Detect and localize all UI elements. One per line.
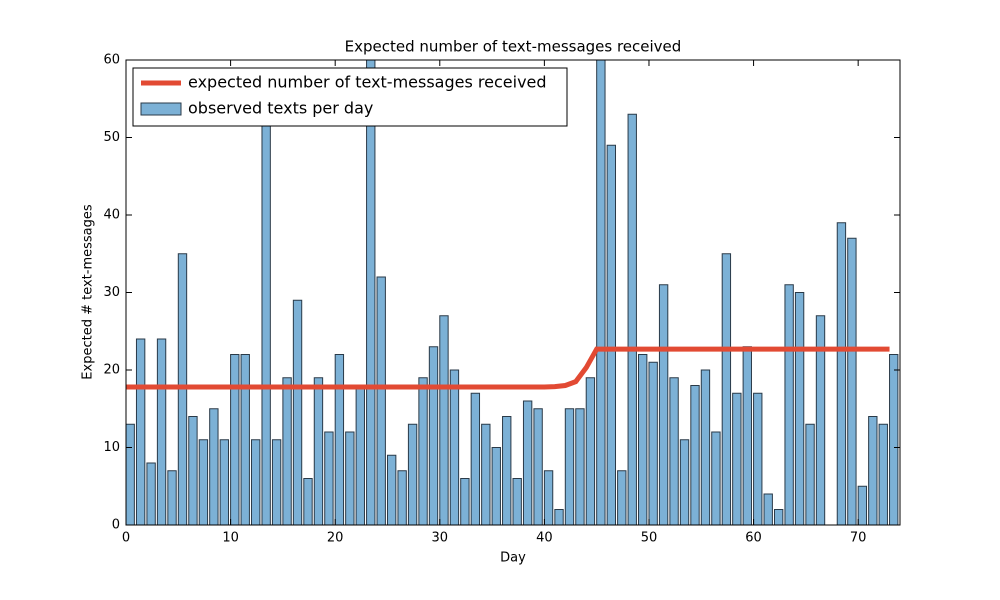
axes: 0 10 20 30 40 50 60 0 10 20 30 40 50 60 70 expected num…: [103, 53, 901, 546]
y-tick-label: 0: [112, 518, 120, 533]
bar: [784, 284, 794, 525]
y-tick-label: 20: [103, 363, 120, 378]
bar: [773, 509, 784, 525]
bar: [878, 423, 888, 525]
bar: [679, 439, 690, 525]
y-axis-label: Expected # text-messages: [81, 204, 96, 380]
chart-title: Expected number of text-messages receive…: [345, 38, 682, 56]
bar: [334, 354, 345, 525]
bar: [271, 439, 282, 525]
bar: [313, 377, 324, 525]
bar: [648, 361, 658, 525]
bar: [135, 338, 146, 525]
bar: [638, 354, 648, 525]
bar: [669, 377, 679, 525]
bar: [543, 470, 554, 525]
bar: [564, 408, 575, 525]
bar: [209, 408, 219, 525]
bar: [847, 237, 857, 525]
bar: [303, 478, 313, 525]
bar: [606, 144, 617, 525]
bar: [700, 369, 711, 525]
bar: [324, 431, 334, 525]
bar: [126, 423, 135, 525]
y-tick-label: 50: [103, 130, 120, 145]
bar: [230, 354, 240, 525]
x-tick-label: 30: [432, 531, 449, 546]
bar: [522, 400, 533, 525]
line: [126, 346, 890, 390]
bar: [219, 439, 230, 525]
bar: [251, 439, 261, 525]
x-tick-label: 60: [745, 531, 762, 546]
bar: [868, 416, 878, 525]
bar: [658, 284, 669, 525]
bar: [533, 408, 543, 525]
bar: [732, 392, 742, 525]
bar: [418, 377, 428, 525]
x-axis-label: Day: [500, 551, 526, 566]
bar: [857, 485, 868, 525]
bar: [428, 346, 439, 525]
bar: [397, 470, 407, 525]
bar: [889, 354, 899, 525]
bar: [355, 385, 365, 525]
bar: [156, 338, 167, 525]
bar: [449, 369, 460, 525]
bar: [240, 354, 250, 525]
bar: [460, 478, 470, 525]
y-tick-label: 30: [103, 285, 120, 300]
bar: [386, 454, 397, 525]
x-tick-label: 70: [850, 531, 867, 546]
bar: [345, 431, 355, 525]
legend-frame: [132, 67, 568, 127]
bar: [554, 509, 564, 525]
bar: [366, 60, 376, 525]
x-tick-label: 10: [222, 531, 239, 546]
x-tick-label: 20: [327, 531, 344, 546]
legend-label: expected number of text-messages receive…: [188, 73, 547, 92]
bar: [585, 377, 596, 525]
bar: [805, 423, 815, 525]
legend: expected number of text-messages receive…: [132, 67, 568, 127]
bar: [167, 470, 177, 525]
bar: [836, 222, 847, 525]
bar: [794, 292, 805, 525]
bar: [188, 416, 198, 525]
bar: [512, 478, 522, 525]
bar: [763, 493, 773, 525]
plot-area: [126, 60, 899, 525]
bar: [292, 299, 303, 525]
bar: [627, 113, 637, 525]
bar: [502, 416, 512, 525]
legend-swatch: [140, 102, 182, 116]
bar: [261, 82, 271, 525]
legend-label: observed texts per day: [188, 99, 373, 118]
bar: [742, 346, 752, 525]
bar: [711, 431, 721, 525]
bar: [198, 439, 209, 525]
x-tick-label: 50: [641, 531, 658, 546]
y-tick-label: 10: [103, 440, 120, 455]
y-tick-label: 40: [103, 208, 120, 223]
bar: [439, 315, 449, 525]
bar: [282, 377, 292, 525]
bar: [617, 470, 627, 525]
bar: [376, 276, 386, 525]
bar: [721, 253, 732, 525]
bar: [753, 392, 763, 525]
y-tick-label: 60: [103, 53, 120, 68]
bar: [146, 462, 156, 525]
x-tick-label: 40: [536, 531, 553, 546]
bar: [481, 423, 491, 525]
bar: [596, 60, 606, 525]
bar: [491, 447, 501, 525]
x-tick-label: 0: [122, 531, 130, 546]
bar: [407, 423, 418, 525]
bar: [690, 385, 700, 525]
bar: [575, 408, 585, 525]
bar: [815, 315, 826, 525]
bar: [470, 392, 481, 525]
